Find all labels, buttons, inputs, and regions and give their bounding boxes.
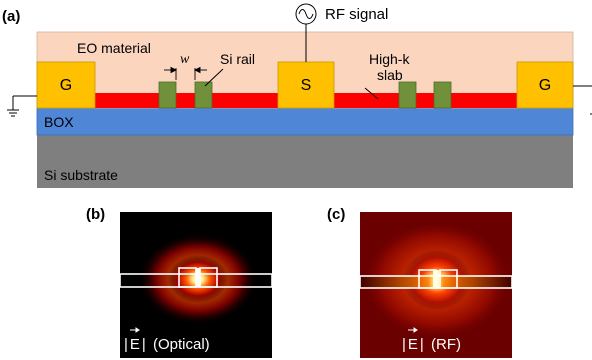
panel-label-b: (b) xyxy=(86,206,105,223)
svg-text:(RF): (RF) xyxy=(431,336,461,353)
high-k-slab xyxy=(95,93,517,108)
si-rail-right-2 xyxy=(433,81,452,109)
substrate-label: Si substrate xyxy=(44,167,118,183)
panel-label-c: (c) xyxy=(327,206,345,223)
svg-text:|E|: | E | xyxy=(124,336,146,353)
svg-text:G: G xyxy=(539,77,551,94)
si-rails xyxy=(158,81,452,109)
box-layer xyxy=(36,107,574,136)
electrode-ground-left: G xyxy=(36,61,96,109)
eo-material-label: EO material xyxy=(77,40,151,56)
ground-symbol-right xyxy=(573,85,592,115)
electrode-signal: S xyxy=(277,61,335,109)
si-substrate-layer xyxy=(37,135,573,188)
si-rail-left-2 xyxy=(194,81,213,109)
svg-text:|E|: | E | xyxy=(402,336,424,353)
si-rail-right-1 xyxy=(398,81,417,109)
width-annotation xyxy=(164,66,207,80)
svg-text:G: G xyxy=(60,77,72,94)
high-k-leader xyxy=(364,87,379,100)
width-symbol: w xyxy=(180,52,190,67)
field-map-rf xyxy=(359,212,513,358)
panel-label-a: (a) xyxy=(2,8,20,25)
svg-text:(Optical): (Optical) xyxy=(153,336,210,353)
electrode-ground-right: G xyxy=(516,61,574,109)
box-label: BOX xyxy=(44,114,74,130)
high-k-label-line2: slab xyxy=(377,67,403,83)
si-rail-label: Si rail xyxy=(220,51,255,67)
si-rail-leader xyxy=(204,68,224,87)
rf-signal-label: RF signal xyxy=(325,6,388,23)
rf-source-icon xyxy=(295,3,317,62)
field-label-rf: | E | (RF) xyxy=(402,327,461,353)
si-rail-left-1 xyxy=(158,81,177,109)
ground-symbol-left xyxy=(7,95,37,117)
svg-text:S: S xyxy=(301,77,312,94)
high-k-label-line1: High-k xyxy=(369,51,410,67)
field-map-optical xyxy=(119,212,273,358)
